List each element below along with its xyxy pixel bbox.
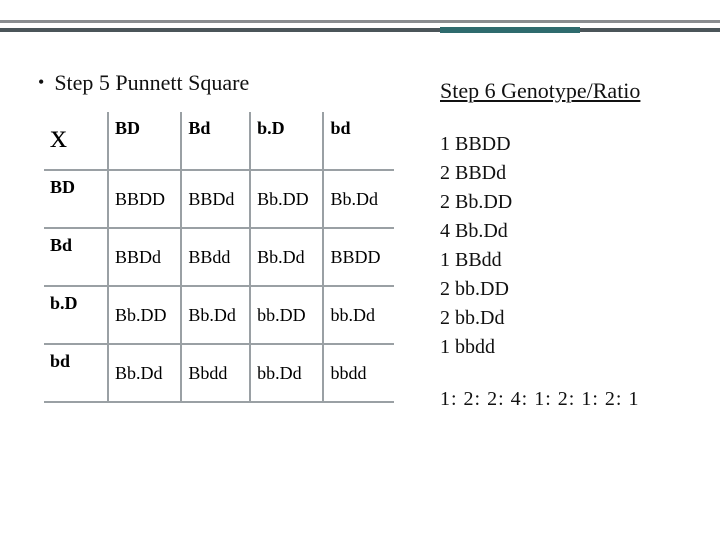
table-cell: BBdd bbox=[182, 229, 249, 268]
table-cell: Bb.DD bbox=[109, 287, 180, 326]
top-accent-bar bbox=[0, 20, 720, 38]
table-cell: Bb.Dd bbox=[324, 171, 394, 210]
top-accent-block bbox=[440, 27, 580, 33]
row-header: b.D bbox=[44, 287, 107, 314]
top-thick-line bbox=[0, 28, 720, 32]
col-header: b.D bbox=[251, 112, 322, 139]
step5-heading: • Step 5 Punnett Square bbox=[38, 70, 408, 96]
table-row: BD BBDD BBDd Bb.DD Bb.Dd bbox=[44, 170, 394, 228]
list-item: 2 Bb.DD bbox=[440, 188, 700, 217]
col-header: BD bbox=[109, 112, 180, 139]
table-cell: BBDD bbox=[109, 171, 180, 210]
row-header: bd bbox=[44, 345, 107, 372]
table-cell: Bbdd bbox=[182, 345, 249, 384]
slide-content: • Step 5 Punnett Square x BD Bd b.D bd B… bbox=[38, 70, 700, 411]
bullet-icon: • bbox=[38, 73, 44, 91]
table-cell: Bb.Dd bbox=[109, 345, 180, 384]
table-cell: BBDD bbox=[324, 229, 394, 268]
ratio-summary: 1: 2: 2: 4: 1: 2: 1: 2: 1 bbox=[440, 388, 700, 411]
table-cell: bbdd bbox=[324, 345, 394, 384]
list-item: 1 BBdd bbox=[440, 246, 700, 275]
list-item: 4 Bb.Dd bbox=[440, 217, 700, 246]
table-cell: Bb.Dd bbox=[251, 229, 322, 268]
table-cell: bb.Dd bbox=[324, 287, 394, 326]
step5-label: Step 5 Punnett Square bbox=[54, 70, 249, 96]
genotype-list: 1 BBDD 2 BBDd 2 Bb.DD 4 Bb.Dd 1 BBdd 2 b… bbox=[440, 130, 700, 362]
row-header: BD bbox=[44, 171, 107, 198]
list-item: 2 BBDd bbox=[440, 159, 700, 188]
step6-heading: Step 6 Genotype/Ratio bbox=[440, 78, 700, 104]
table-row: Bd BBDd BBdd Bb.Dd BBDD bbox=[44, 228, 394, 286]
right-column: Step 6 Genotype/Ratio 1 BBDD 2 BBDd 2 Bb… bbox=[440, 70, 700, 411]
table-cell: bb.Dd bbox=[251, 345, 322, 384]
table-corner: x bbox=[44, 112, 107, 156]
list-item: 1 BBDD bbox=[440, 130, 700, 159]
top-thin-line bbox=[0, 20, 720, 23]
left-column: • Step 5 Punnett Square x BD Bd b.D bd B… bbox=[38, 70, 408, 411]
table-row: b.D Bb.DD Bb.Dd bb.DD bb.Dd bbox=[44, 286, 394, 344]
table-cell: BBDd bbox=[182, 171, 249, 210]
table-header-row: x BD Bd b.D bd bbox=[44, 112, 394, 170]
list-item: 2 bb.Dd bbox=[440, 304, 700, 333]
table-cell: BBDd bbox=[109, 229, 180, 268]
col-header: Bd bbox=[182, 112, 249, 139]
table-row: bd Bb.Dd Bbdd bb.Dd bbdd bbox=[44, 344, 394, 402]
col-header: bd bbox=[324, 112, 394, 139]
list-item: 2 bb.DD bbox=[440, 275, 700, 304]
table-cell: Bb.DD bbox=[251, 171, 322, 210]
table-cell: Bb.Dd bbox=[182, 287, 249, 326]
punnett-square-table: x BD Bd b.D bd BD BBDD BBDd Bb.DD Bb.Dd … bbox=[44, 112, 394, 403]
table-cell: bb.DD bbox=[251, 287, 322, 326]
list-item: 1 bbdd bbox=[440, 333, 700, 362]
row-header: Bd bbox=[44, 229, 107, 256]
